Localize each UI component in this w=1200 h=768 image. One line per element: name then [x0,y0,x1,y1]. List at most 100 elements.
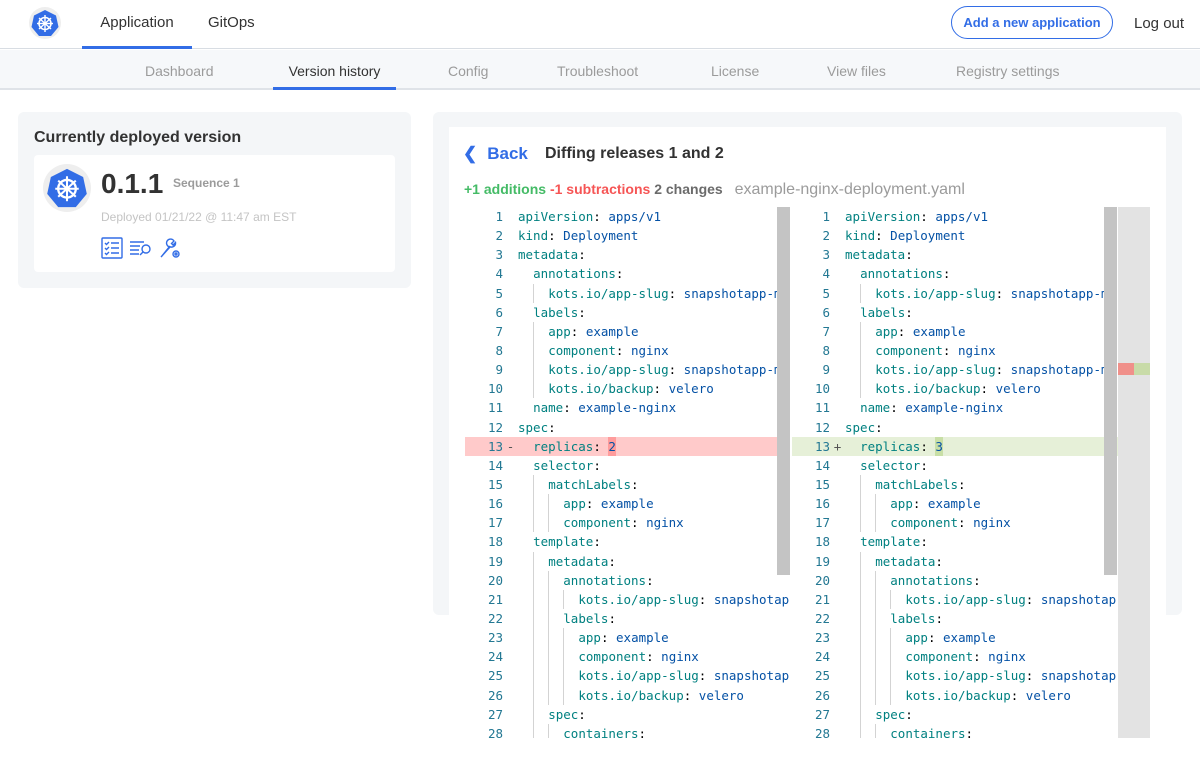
diff-marker [503,705,518,724]
code-line: 14 selector: [465,456,790,475]
code-line: 25 kots.io/app-slug: snapshotap [465,666,790,686]
yaml-key: component [890,515,959,531]
yaml-key: kind [845,228,876,244]
line-number: 16 [487,496,503,512]
yaml-value: example [927,496,981,512]
back-label: Back [487,144,528,163]
subtab-config[interactable]: Config [448,63,489,79]
indent-guide [875,570,890,590]
diff-overview-ruler[interactable] [1118,207,1150,738]
code-line: 16 app: example [465,494,790,514]
code-line: 15 matchLabels: [792,474,1118,495]
yaml-value: snapshotap [1040,591,1117,607]
original-editor[interactable]: 1 apiVersion: apps/v1 2 kind: Deployment 3 me… [465,207,790,738]
left-scrollbar[interactable] [777,207,790,575]
code-line: 25 kots.io/app-slug: snapshotap [792,666,1118,686]
line-number: 23 [487,630,503,646]
indent-guide [875,685,890,705]
line-number: 8 [822,342,830,358]
diff-marker [830,322,845,341]
checklist-icon[interactable] [101,237,123,264]
yaml-key: spec [845,419,876,435]
kubernetes-logo-icon[interactable] [29,7,61,39]
logout-link[interactable]: Log out [1134,15,1185,32]
yaml-key: kots.io/backup [905,687,1011,703]
diff-marker [503,303,518,322]
code-line: 8 component: nginx [465,340,790,361]
yaml-key: app [875,323,898,339]
indent-guide [518,628,533,647]
subtab-license[interactable]: License [711,63,760,79]
indent-guide [533,723,548,738]
indent-guide [518,379,533,398]
indent-guide [860,723,875,738]
line-number: 28 [487,725,503,738]
code-line: 18 template: [792,532,1118,551]
indent-guide [518,532,533,551]
line-number: 12 [487,419,503,435]
indent-guide [563,589,578,609]
diff-marker [830,552,845,571]
line-number: 23 [814,630,830,646]
indent-guide [518,647,533,666]
subtab-registry-settings[interactable]: Registry settings [956,63,1060,79]
indent-guide [890,685,905,705]
logs-search-icon[interactable] [129,237,153,264]
indent-guide [845,552,860,571]
code-line: 23 app: example [792,628,1118,648]
add-new-application-button[interactable]: Add a new application [951,6,1113,39]
indent-guide [533,666,548,686]
right-scrollbar[interactable] [1104,207,1117,575]
indent-guide [845,264,860,283]
indent-guide [533,513,548,533]
indent-guide [533,360,548,380]
yaml-key: metadata [548,553,609,569]
indent-guide [845,475,860,494]
code-line: 4 annotations: [465,264,790,283]
modified-editor[interactable]: 1 apiVersion: apps/v1 2 kind: Deployment 3 me… [792,207,1118,738]
diff-marker [503,590,518,609]
indent-guide [845,284,860,303]
diff-marker [503,475,518,494]
indent-guide [845,437,860,456]
indent-guide [860,608,875,629]
indent-guide [845,571,860,590]
diff-marker [503,264,518,283]
subtab-view-files[interactable]: View files [827,63,886,79]
line-number: 21 [814,591,830,607]
line-number: 15 [487,476,503,492]
diff-marker [830,418,845,437]
code-line: 17 component: nginx [465,513,790,533]
indent-guide [845,609,860,628]
subtab-version-history[interactable]: Version history [273,63,396,90]
tab-gitops[interactable]: GitOps [208,14,255,31]
line-number: 22 [487,610,503,626]
yaml-key: kots.io/backup [875,381,981,397]
indent-guide [845,666,860,685]
yaml-key: replicas [533,438,594,454]
diff-marker [503,532,518,551]
yaml-value: example-nginx [905,400,1004,416]
diff-marker [503,686,518,705]
diff-marker [830,245,845,264]
tab-application[interactable]: Application [82,14,192,49]
yaml-key: spec [548,706,579,722]
line-number: 16 [814,496,830,512]
indent-guide [875,666,890,686]
line-number: 6 [822,304,830,320]
indent-guide [875,589,890,609]
wrench-gear-icon[interactable] [159,237,181,264]
indent-guide [518,264,533,283]
yaml-key: name [860,400,891,416]
diff-marker [830,475,845,494]
line-number: 1 [822,209,830,224]
yaml-value: snapshotapp-mu [683,285,790,301]
diff-marker [830,666,845,685]
subtab-dashboard[interactable]: Dashboard [145,63,214,79]
diff-marker [503,360,518,379]
subtab-troubleshoot[interactable]: Troubleshoot [557,63,639,79]
line-number: 14 [487,457,503,473]
diff-marker [503,398,518,417]
back-button[interactable]: ❮ Back [463,144,528,164]
indent-guide [845,494,860,513]
